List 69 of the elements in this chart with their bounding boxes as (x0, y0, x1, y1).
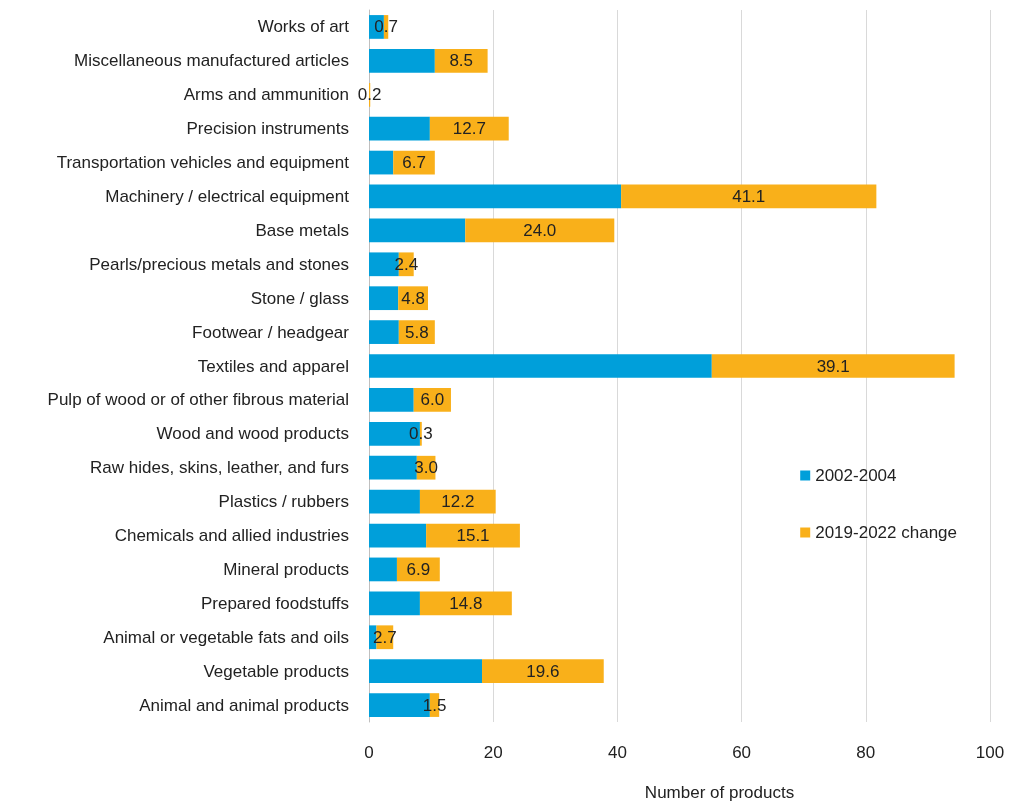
legend-label: 2019-2022 change (815, 523, 957, 542)
bar (369, 523, 427, 548)
bar (369, 150, 394, 175)
y-tick-label: Prepared foodstuffs (200, 593, 349, 613)
bar (369, 218, 466, 243)
bar (369, 659, 483, 684)
bar (429, 116, 509, 141)
y-tick-label: Raw hides, skins, leather, and furs (90, 458, 349, 478)
x-tick-label: 20 (483, 743, 503, 762)
bar (419, 591, 512, 616)
y-tick-label: Base metals (255, 220, 349, 240)
y-tick-label: Stone / glass (250, 288, 349, 308)
bar (369, 320, 399, 344)
y-tick-label: Pulp of wood or of other fibrous material (47, 390, 349, 410)
data-label: 39.1 (816, 356, 850, 376)
bar (482, 659, 604, 684)
bar (465, 218, 615, 243)
y-tick-label: Precision instruments (186, 119, 349, 139)
data-label: 0.3 (409, 424, 433, 444)
bar (369, 184, 622, 209)
y-tick-label: Machinery / electrical equipment (105, 186, 350, 206)
data-label: 1.5 (422, 695, 447, 715)
data-label: 6.0 (420, 390, 445, 410)
x-axis-title: Number of products (644, 783, 795, 802)
data-label: 14.8 (449, 593, 483, 613)
bar (369, 286, 399, 311)
bar (711, 354, 955, 378)
bar (369, 455, 417, 480)
x-tick-label: 40 (607, 743, 627, 762)
y-tick-label: Plastics / rubbers (218, 492, 349, 512)
bar (369, 489, 420, 514)
bar (369, 116, 430, 141)
data-label: 4.8 (401, 288, 425, 308)
y-tick-label: Pearls/precious metals and stones (89, 254, 349, 274)
x-tick-label: 0 (364, 743, 374, 762)
y-tick-label: Vegetable products (203, 661, 349, 681)
data-label: 12.7 (452, 119, 486, 139)
y-tick-label: Textiles and apparel (197, 356, 349, 376)
data-label: 12.2 (441, 492, 475, 512)
bar (621, 184, 877, 209)
y-tick-label: Chemicals and allied industries (114, 526, 349, 546)
x-tick-label: 80 (856, 743, 876, 762)
data-label: 6.7 (402, 153, 426, 173)
bar (369, 388, 414, 412)
data-label: 19.6 (526, 661, 560, 681)
data-label: 5.8 (405, 322, 429, 342)
y-tick-label: Mineral products (223, 559, 349, 579)
data-label: 6.9 (406, 559, 431, 579)
y-tick-label: Animal or vegetable fats and oils (103, 627, 349, 647)
bar (369, 591, 420, 616)
y-tick-label: Miscellaneous manufactured articles (74, 51, 349, 71)
y-tick-label: Works of art (257, 17, 350, 37)
y-tick-label: Footwear / headgear (192, 322, 350, 342)
bar (369, 48, 435, 73)
x-tick-label: 100 (975, 743, 1005, 762)
data-label: 41.1 (732, 186, 766, 206)
y-tick-label: Animal and animal products (139, 695, 349, 715)
bar (426, 523, 520, 548)
bar (369, 354, 712, 378)
bar (369, 557, 397, 582)
y-tick-label: Arms and ammunition (183, 85, 349, 105)
legend-label: 2002-2004 (815, 466, 897, 485)
data-label: 15.1 (456, 526, 490, 546)
data-label: 8.5 (449, 51, 474, 71)
y-tick-label: Wood and wood products (156, 424, 349, 444)
y-tick-label: Transportation vehicles and equipment (56, 153, 350, 173)
data-label: 0.7 (374, 17, 398, 37)
x-tick-label: 60 (732, 743, 752, 762)
data-label: 24.0 (523, 220, 557, 240)
